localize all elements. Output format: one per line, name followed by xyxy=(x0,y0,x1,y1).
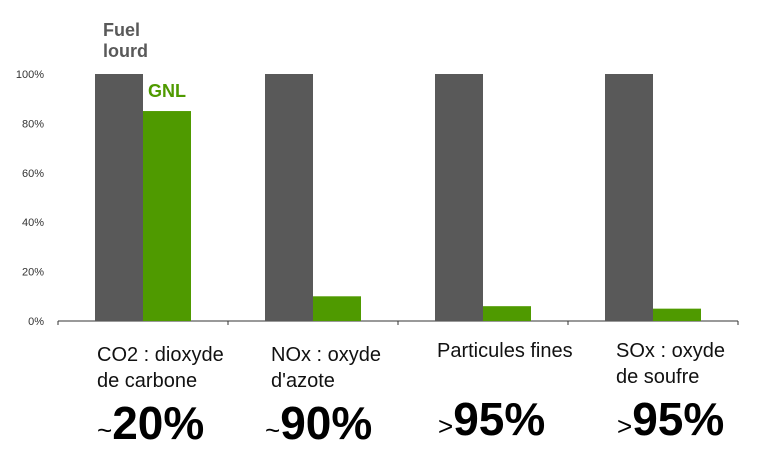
reduction-prefix: ~ xyxy=(97,415,113,445)
reduction-nox: ~90% xyxy=(265,396,372,450)
reduction-prefix: ~ xyxy=(265,415,281,445)
bar-fuel-lourd xyxy=(605,74,653,321)
category-label-nox: NOx : oxyde d'azote xyxy=(271,342,381,394)
category-label-line2: d'azote xyxy=(271,370,335,392)
bar-fuel-lourd xyxy=(265,74,313,321)
y-tick-label: 20% xyxy=(22,267,44,279)
bar-gnl xyxy=(653,308,701,321)
bar-gnl xyxy=(313,296,361,321)
category-label-line1: NOx : oxyde xyxy=(271,344,382,366)
category-label-line2: de soufre xyxy=(616,366,700,388)
y-tick-label: 60% xyxy=(22,168,44,180)
bars xyxy=(95,74,701,321)
category-label-line1: CO2 : dioxyde xyxy=(97,344,224,366)
reduction-particules: >95% xyxy=(438,392,545,446)
bar-chart: 0% 20% 40% 60% 80% 100% Fuel lourd GNL xyxy=(16,20,739,328)
legend-fuel-lourd-line2: lourd xyxy=(103,41,148,61)
reduction-value: 20% xyxy=(112,397,205,449)
y-tick-label: 80% xyxy=(22,118,44,130)
reduction-prefix: > xyxy=(617,411,633,441)
category-label-line1: Particules fines xyxy=(437,340,573,362)
y-tick-label: 40% xyxy=(22,217,44,229)
bar-fuel-lourd xyxy=(95,74,143,321)
legend: Fuel lourd GNL xyxy=(103,20,186,101)
category-label-particules: Particules fines xyxy=(437,338,573,364)
legend-gnl: GNL xyxy=(148,81,186,101)
y-tick-label: 100% xyxy=(16,69,44,81)
reduction-value: 95% xyxy=(632,393,725,445)
bar-gnl xyxy=(143,111,191,321)
category-label-line1: SOx : oxyde xyxy=(616,340,725,362)
category-label-sox: SOx : oxyde de soufre xyxy=(616,338,725,390)
legend-fuel-lourd-line1: Fuel xyxy=(103,20,140,40)
reduction-prefix: > xyxy=(438,411,454,441)
bar-fuel-lourd xyxy=(435,74,483,321)
reduction-co2: ~20% xyxy=(97,396,204,450)
reduction-value: 95% xyxy=(453,393,546,445)
bar-gnl xyxy=(483,306,531,321)
category-label-co2: CO2 : dioxyde de carbone xyxy=(97,342,224,394)
reduction-sox: >95% xyxy=(617,392,724,446)
y-tick-label: 0% xyxy=(28,316,44,328)
category-label-line2: de carbone xyxy=(97,370,198,392)
reduction-value: 90% xyxy=(280,397,373,449)
